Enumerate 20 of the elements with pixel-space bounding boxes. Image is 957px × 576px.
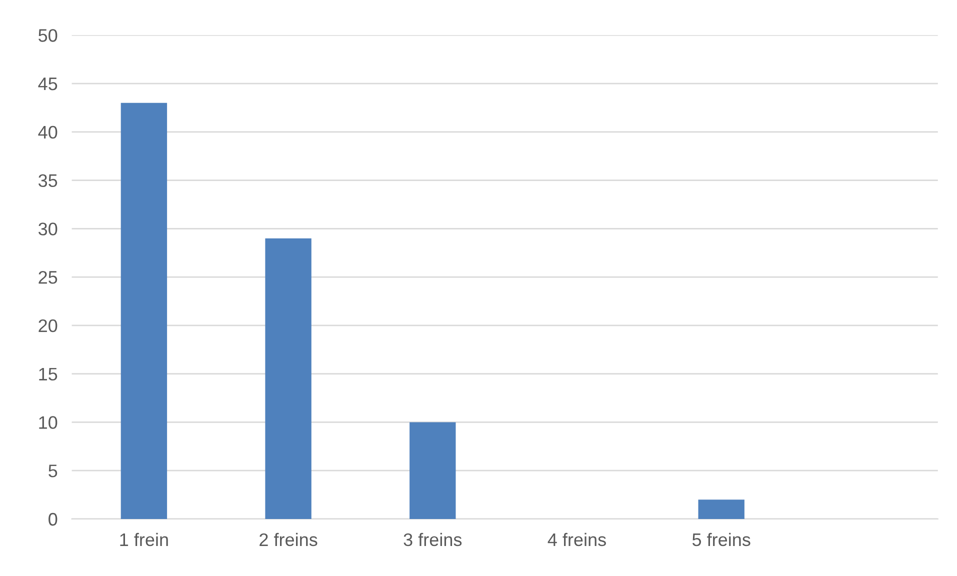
y-tick-label: 5 <box>48 464 58 478</box>
bar <box>265 238 312 519</box>
x-tick-label: 3 freins <box>404 532 462 546</box>
y-tick-label: 40 <box>38 126 58 139</box>
y-tick-label: 50 <box>38 29 58 42</box>
x-tick-label: 5 freins <box>692 532 750 546</box>
x-tick-label: 4 freins <box>548 532 606 546</box>
y-tick-label: 0 <box>48 512 58 526</box>
y-tick-label: 15 <box>39 368 58 381</box>
y-tick-label: 25 <box>38 270 58 284</box>
x-tick-label: 2 freins <box>260 532 318 546</box>
y-tick-label: 35 <box>38 174 58 188</box>
bar <box>698 500 744 519</box>
x-tick-label: 1 frein <box>120 532 168 546</box>
y-tick-label: 20 <box>38 319 58 332</box>
y-tick-label: 45 <box>38 78 58 90</box>
bar <box>410 422 456 519</box>
y-tick-label: 10 <box>39 416 58 429</box>
bar <box>120 102 168 519</box>
y-tick-label: 30 <box>38 222 58 236</box>
